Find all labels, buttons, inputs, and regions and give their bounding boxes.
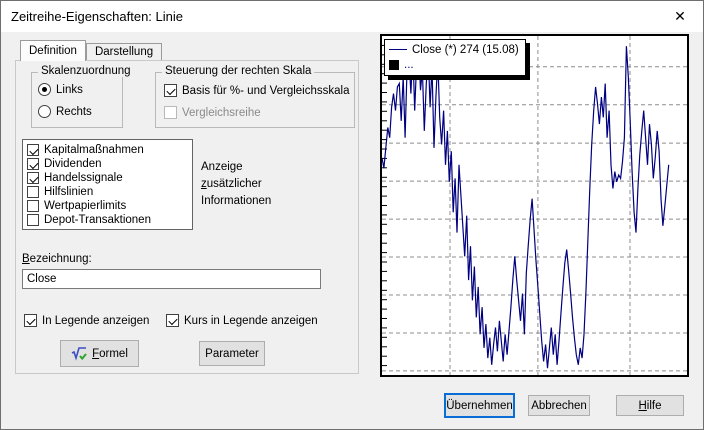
legend-entry-events-label: ... [404,58,414,71]
checkbox-hilfslinien-label: Hilfslinien [44,186,94,198]
close-icon: ✕ [674,8,686,24]
radio-rechts-label: Rechts [56,105,92,118]
checkbox-in-legende[interactable]: In Legende anzeigen [24,314,149,327]
legend-line-marker [389,49,407,50]
bezeichnung-label: Bezeichnung: [22,253,92,265]
chart-canvas [382,36,687,375]
checkbox-in-legende-box[interactable] [24,314,37,327]
checkbox-basis-label: Basis für %- und Vergleichsskala [182,84,350,97]
checkbox-kapitalmassnahmen-box[interactable] [27,144,39,156]
checkbox-wertpapierlimits-box[interactable] [27,200,39,212]
checkbox-wertpapierlimits[interactable]: Wertpapierlimits [27,199,188,213]
hilfe-button[interactable]: Hilfe [616,395,684,416]
checkbox-kurs-in-legende-label: Kurs in Legende anzeigen [184,314,318,327]
radio-rechts-circle[interactable] [38,105,51,118]
checkbox-hilfslinien-box[interactable] [27,186,39,198]
radio-rechts[interactable]: Rechts [38,105,92,118]
checkbox-dividenden-box[interactable] [27,158,39,170]
group-rechte-skala: Steuerung der rechten Skala Basis für %-… [155,65,355,128]
checkbox-vergleichsreihe-label: Vergleichsreihe [182,106,261,119]
close-button[interactable]: ✕ [657,1,703,32]
radio-links-circle[interactable] [38,83,51,96]
checkbox-kapitalmassnahmen[interactable]: Kapitalmaßnahmen [27,143,188,157]
info-note: Anzeige zusätzlicher Informationen [201,159,271,210]
dialog-title: Zeitreihe-Eigenschaften: Linie [11,9,183,24]
checkbox-depot-transaktionen-label: Depot-Transaktionen [44,214,151,226]
info-note-line2: zusätzlicher [201,178,262,190]
checkbox-handelssignale-box[interactable] [27,172,39,184]
chart-preview: Close (*) 274 (15.08) ... [380,34,689,377]
abbrechen-button[interactable]: Abbrechen [528,395,590,416]
checkbox-vergleichsreihe: Vergleichsreihe [164,106,261,119]
checkbox-dividenden[interactable]: Dividenden [27,157,188,171]
chart-legend: Close (*) 274 (15.08) ... [384,39,526,76]
checkbox-basis-vergleichsskala[interactable]: Basis für %- und Vergleichsskala [164,84,349,97]
checkbox-depot-transaktionen[interactable]: Depot-Transaktionen [27,213,188,227]
formel-button-label: Formel [92,347,128,360]
checkbox-dividenden-label: Dividenden [44,158,102,170]
radio-links[interactable]: Links [38,83,83,96]
tab-definition[interactable]: Definition [20,40,86,61]
checkbox-depot-transaktionen-box[interactable] [27,214,39,226]
tab-strip: Definition Darstellung [20,40,163,61]
checkbox-kurs-in-legende-box[interactable] [166,314,179,327]
checkbox-handelssignale[interactable]: Handelssignale [27,171,188,185]
checkbox-handelssignale-label: Handelssignale [44,172,123,184]
formel-button[interactable]: Formel [60,340,139,367]
legend-entry-close-label: Close (*) 274 (15.08) [412,43,519,56]
legend-square-marker [389,59,399,70]
group-rechte-skala-label: Steuerung der rechten Skala [162,65,315,77]
checkbox-wertpapierlimits-label: Wertpapierlimits [44,200,127,212]
title-bar[interactable]: Zeitreihe-Eigenschaften: Linie ✕ [1,1,703,32]
bezeichnung-input[interactable] [22,269,321,289]
checkbox-kapitalmassnahmen-label: Kapitalmaßnahmen [44,144,144,156]
checkbox-in-legende-label: In Legende anzeigen [42,314,150,327]
uebernehmen-button[interactable]: Übernehmen [444,393,515,418]
group-skalenzuordnung-label: Skalenzuordnung [38,65,134,77]
info-note-line1: Anzeige [201,161,243,173]
tab-darstellung[interactable]: Darstellung [85,43,163,61]
legend-entry-events: ... [389,57,519,72]
info-note-line3: Informationen [201,195,272,207]
formula-icon [71,347,87,361]
checkbox-vergleichsreihe-box [164,106,177,119]
checkbox-basis-box[interactable] [164,84,177,97]
anzeige-options-list: Kapitalmaßnahmen Dividenden Handelssigna… [22,139,193,230]
hilfe-button-label: Hilfe [638,399,662,412]
checkbox-hilfslinien[interactable]: Hilfslinien [27,185,188,199]
group-skalenzuordnung: Skalenzuordnung Links Rechts [31,65,134,128]
radio-links-label: Links [56,83,83,96]
legend-entry-close: Close (*) 274 (15.08) [389,42,519,57]
parameter-button[interactable]: Parameter [199,341,265,366]
checkbox-kurs-in-legende[interactable]: Kurs in Legende anzeigen [166,314,318,327]
